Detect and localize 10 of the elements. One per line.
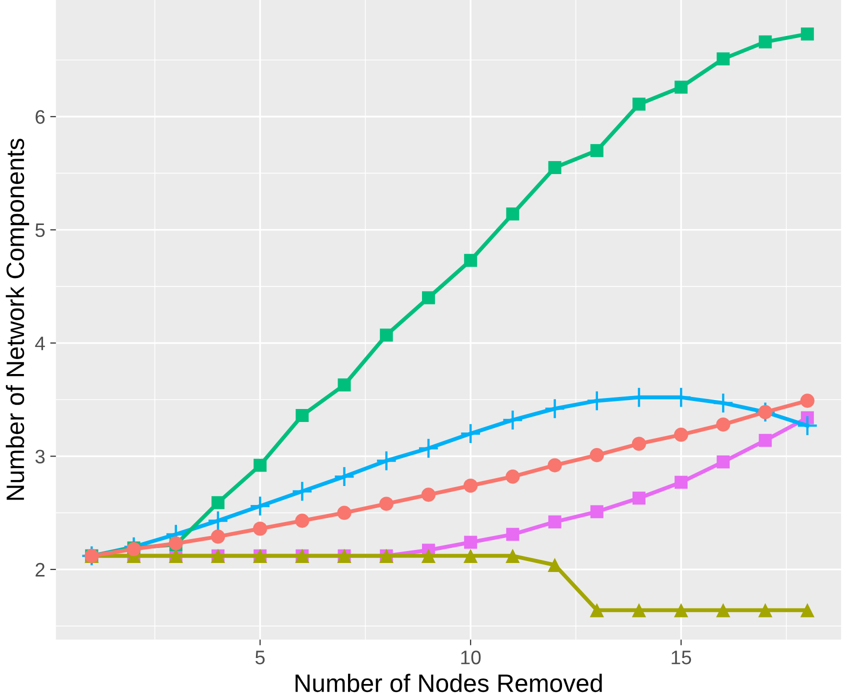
x-tick-label: 5: [255, 650, 265, 664]
y-tick-label: 2: [36, 562, 45, 576]
y-axis-title: Number of Network Components: [6, 138, 30, 500]
y-tick-label: 4: [35, 336, 45, 350]
x-tick-label: 10: [461, 650, 481, 664]
y-tick-label: 5: [35, 223, 45, 238]
y-tick-label: 6: [36, 110, 45, 124]
y-tick-label: 3: [35, 450, 45, 464]
x-axis-title: Number of Nodes Removed: [296, 674, 602, 692]
x-tick-label: 15: [672, 650, 692, 664]
